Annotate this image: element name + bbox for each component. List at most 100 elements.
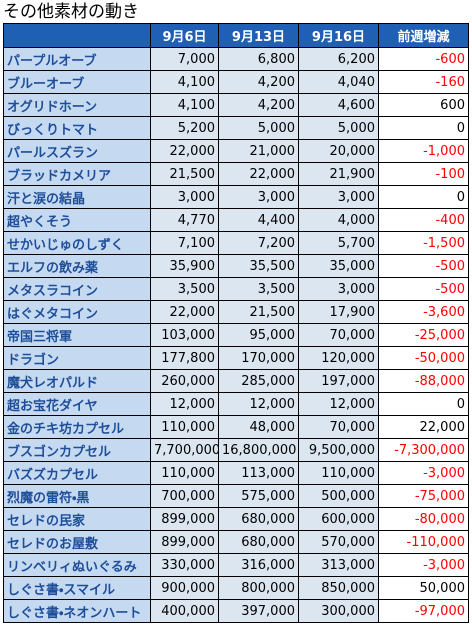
table-row: 超やくそう 4,770 4,400 4,000 -400 xyxy=(3,208,469,232)
value-cell: -1,000 xyxy=(378,139,469,163)
value-cell: 95,000 xyxy=(218,323,299,347)
value-cell: -160 xyxy=(378,70,469,94)
value-cell: -80,000 xyxy=(378,507,469,531)
value-cell: -7,300,000 xyxy=(378,438,469,462)
item-name: 烈魔の雷符・黒 xyxy=(3,484,151,508)
value-cell: 3,000 xyxy=(298,277,379,301)
value-cell: 70,000 xyxy=(298,323,379,347)
value-cell: 4,600 xyxy=(298,93,379,117)
item-name: しぐさ書・ネオンハート xyxy=(3,599,151,623)
value-cell: 50,000 xyxy=(378,576,469,600)
value-cell: 170,000 xyxy=(218,346,299,370)
value-cell: 600,000 xyxy=(298,507,379,531)
table-row: セレドのお屋敷 899,000 680,000 570,000 -110,000 xyxy=(3,530,469,554)
value-cell: 20,000 xyxy=(298,139,379,163)
column-header: 9月16日 xyxy=(298,23,379,48)
item-name: バズズカプセル xyxy=(3,461,151,485)
value-cell: -500 xyxy=(378,277,469,301)
value-cell: 899,000 xyxy=(150,530,219,554)
value-cell: 6,800 xyxy=(218,47,299,71)
value-cell: 400,000 xyxy=(150,599,219,623)
value-cell: 12,000 xyxy=(298,392,379,416)
item-name: ブルーオーブ xyxy=(3,70,151,94)
table-row: はぐメタコイン 22,000 21,500 17,900 -3,600 xyxy=(3,300,469,324)
value-cell: 35,000 xyxy=(298,254,379,278)
item-name: メタスラコイン xyxy=(3,277,151,301)
table-row: セレドの民家 899,000 680,000 600,000 -80,000 xyxy=(3,507,469,531)
item-name: リンベリィぬいぐるみ xyxy=(3,553,151,577)
value-cell: 899,000 xyxy=(150,507,219,531)
value-cell: 3,000 xyxy=(150,185,219,209)
table-row: 烈魔の雷符・黒 700,000 575,000 500,000 -75,000 xyxy=(3,484,469,508)
value-cell: 4,200 xyxy=(218,93,299,117)
value-cell: 22,000 xyxy=(378,415,469,439)
value-cell: 12,000 xyxy=(150,392,219,416)
value-cell: 3,000 xyxy=(218,185,299,209)
value-cell: -75,000 xyxy=(378,484,469,508)
value-cell: 680,000 xyxy=(218,507,299,531)
item-name: はぐメタコイン xyxy=(3,300,151,324)
value-cell: 850,000 xyxy=(298,576,379,600)
item-name: ブスゴンカプセル xyxy=(3,438,151,462)
value-cell: -97,000 xyxy=(378,599,469,623)
value-cell: 177,800 xyxy=(150,346,219,370)
value-cell: 120,000 xyxy=(298,346,379,370)
value-cell: 4,040 xyxy=(298,70,379,94)
value-cell: 110,000 xyxy=(150,461,219,485)
item-name: 金のチキ坊カプセル xyxy=(3,415,151,439)
value-cell: 48,000 xyxy=(218,415,299,439)
value-cell: 22,000 xyxy=(150,300,219,324)
table-row: エルフの飲み薬 35,900 35,500 35,000 -500 xyxy=(3,254,469,278)
value-cell: 0 xyxy=(378,392,469,416)
value-cell: 5,000 xyxy=(218,116,299,140)
value-cell: 680,000 xyxy=(218,530,299,554)
value-cell: 316,000 xyxy=(218,553,299,577)
value-cell: 3,500 xyxy=(218,277,299,301)
value-cell: 16,800,000 xyxy=(218,438,299,462)
value-cell: 7,100 xyxy=(150,231,219,255)
value-cell: 21,000 xyxy=(218,139,299,163)
value-cell: 4,100 xyxy=(150,70,219,94)
item-name: セレドの民家 xyxy=(3,507,151,531)
value-cell: -3,600 xyxy=(378,300,469,324)
item-name: オグリドホーン xyxy=(3,93,151,117)
item-name: 帝国三将軍 xyxy=(3,323,151,347)
value-cell: 313,000 xyxy=(298,553,379,577)
value-cell: 35,900 xyxy=(150,254,219,278)
value-cell: 110,000 xyxy=(298,461,379,485)
table-row: しぐさ書・スマイル 900,000 800,000 850,000 50,000 xyxy=(3,576,469,600)
table-row: ブルーオーブ 4,100 4,200 4,040 -160 xyxy=(3,70,469,94)
item-name: せかいじゅのしずく xyxy=(3,231,151,255)
value-cell: 22,000 xyxy=(150,139,219,163)
value-cell: 3,500 xyxy=(150,277,219,301)
column-header: 9月13日 xyxy=(218,23,299,48)
value-cell: 103,000 xyxy=(150,323,219,347)
value-cell: 397,000 xyxy=(218,599,299,623)
value-cell: 4,000 xyxy=(298,208,379,232)
value-cell: 113,000 xyxy=(218,461,299,485)
item-name: 魔犬レオパルド xyxy=(3,369,151,393)
value-cell: 575,000 xyxy=(218,484,299,508)
value-cell: 4,400 xyxy=(218,208,299,232)
item-name: エルフの飲み薬 xyxy=(3,254,151,278)
table-body: パープルオーブ 7,000 6,800 6,200 -600 ブルーオーブ 4,100 4,2… xyxy=(3,47,469,623)
table-row: ブラッドカメリア 21,500 22,000 21,900 -100 xyxy=(3,162,469,186)
table-row: メタスラコイン 3,500 3,500 3,000 -500 xyxy=(3,277,469,301)
value-cell: -600 xyxy=(378,47,469,71)
value-cell: 5,200 xyxy=(150,116,219,140)
value-cell: 21,500 xyxy=(150,162,219,186)
value-cell: 12,000 xyxy=(218,392,299,416)
value-cell: 500,000 xyxy=(298,484,379,508)
item-name: ブラッドカメリア xyxy=(3,162,151,186)
item-name: 汗と涙の結晶 xyxy=(3,185,151,209)
table-row: せかいじゅのしずく 7,100 7,200 5,700 -1,500 xyxy=(3,231,469,255)
table-row: 帝国三将軍 103,000 95,000 70,000 -25,000 xyxy=(3,323,469,347)
value-cell: 900,000 xyxy=(150,576,219,600)
price-table: 9月6日 9月13日 9月16日 前週増減 パープルオーブ 7,000 6,800 6,20… xyxy=(3,23,469,623)
value-cell: 600 xyxy=(378,93,469,117)
value-cell: 570,000 xyxy=(298,530,379,554)
table-row: ブスゴンカプセル 7,700,000 16,800,000 9,500,000 -7,3… xyxy=(3,438,469,462)
value-cell: 4,200 xyxy=(218,70,299,94)
value-cell: -25,000 xyxy=(378,323,469,347)
value-cell: 9,500,000 xyxy=(298,438,379,462)
